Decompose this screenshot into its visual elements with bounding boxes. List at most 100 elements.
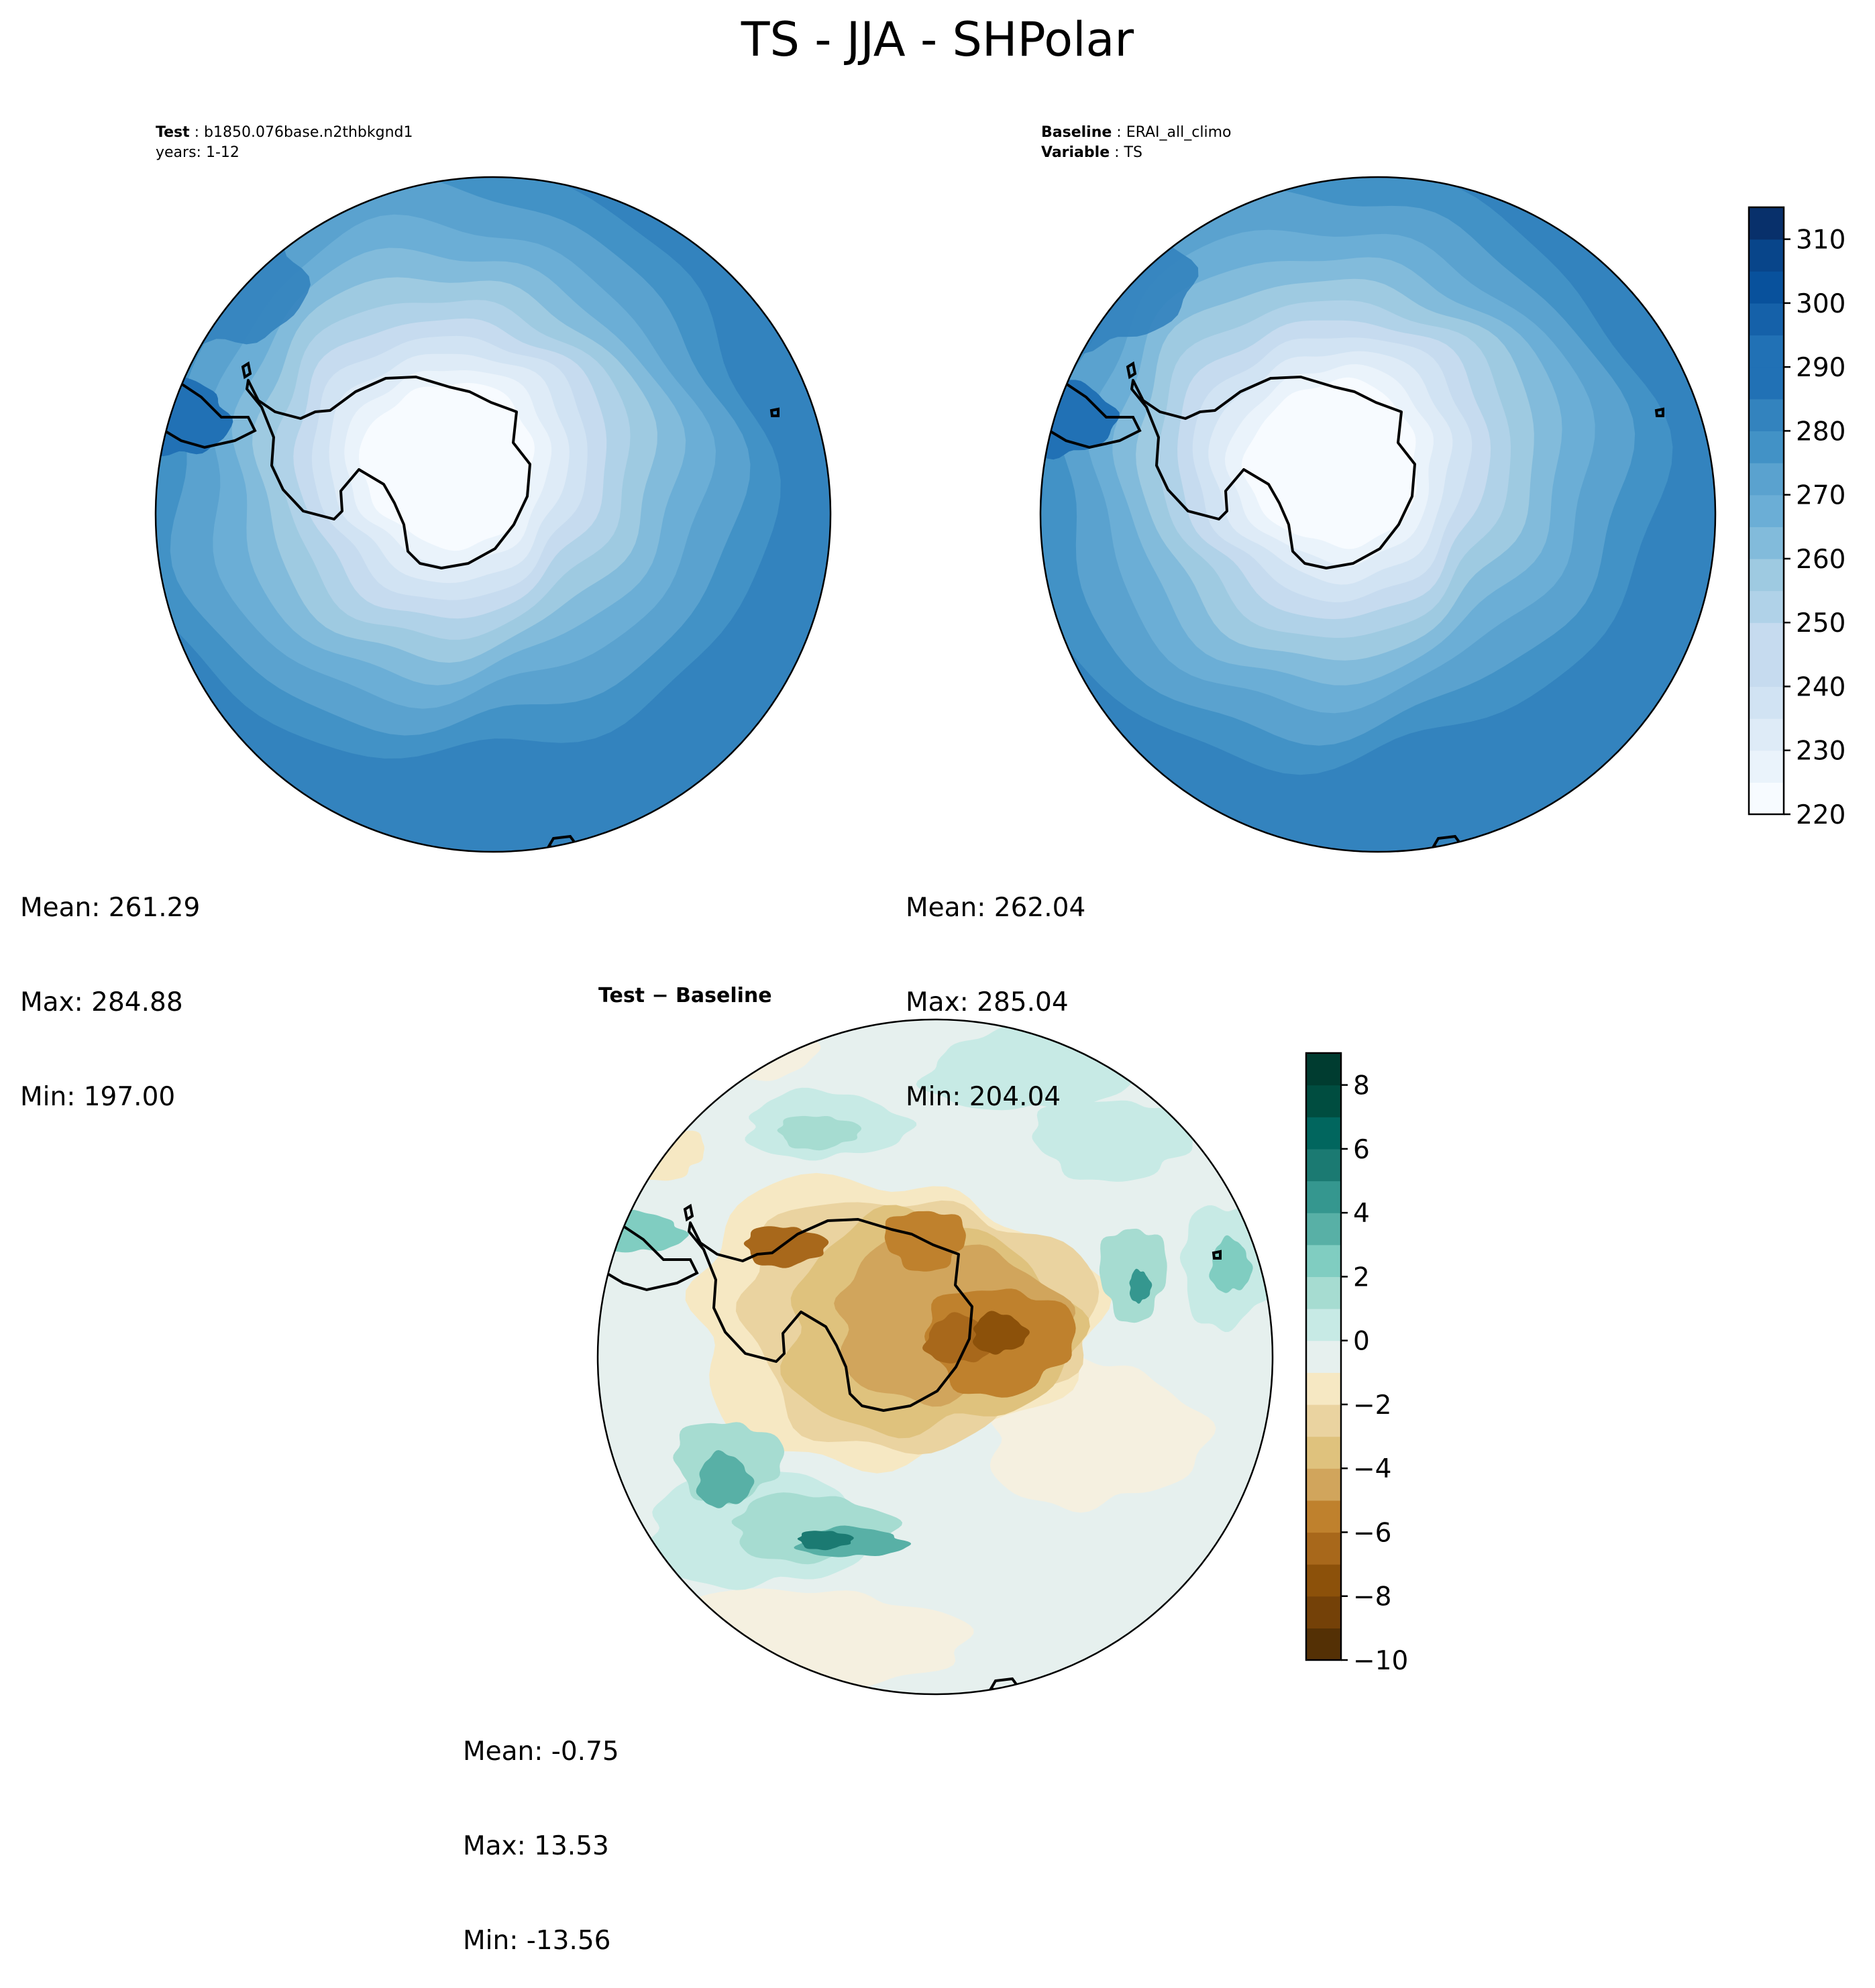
colorbar-tick-label: −2 — [1353, 1390, 1392, 1421]
colorbar-tick-label: 240 — [1796, 672, 1845, 702]
baseline-map — [1039, 176, 1717, 853]
colorbar-swatch — [1749, 207, 1784, 240]
test-meta: Test : b1850.076base.n2thbkgnd1 years: 1… — [156, 123, 413, 163]
contour-band — [797, 1531, 854, 1551]
colorbar-swatch — [1749, 463, 1784, 496]
diff-max: Max: 13.53 — [463, 1831, 609, 1861]
contour-band — [1040, 372, 1120, 460]
colorbar-swatch — [1749, 590, 1784, 623]
colorbar-tick-label: 230 — [1796, 736, 1845, 767]
colorbar-swatch — [1306, 1468, 1341, 1501]
colorbar-swatch — [1749, 367, 1784, 400]
colorbar-tick-label: −8 — [1353, 1582, 1392, 1612]
contour-band — [1209, 1235, 1253, 1293]
colorbar-swatch — [1749, 239, 1784, 272]
contour-band — [1129, 1268, 1153, 1304]
colorbar-swatch — [1306, 1532, 1341, 1565]
colorbar-swatch — [1306, 1053, 1341, 1086]
colorbar-swatch — [1306, 1500, 1341, 1533]
colorbar-swatch — [1749, 302, 1784, 336]
map-boundary — [1039, 176, 1717, 853]
antarctica-coastline — [246, 376, 531, 569]
colorbar-tick-label: −4 — [1353, 1454, 1392, 1484]
island-coastline — [241, 361, 252, 380]
variable-key: Variable — [1041, 144, 1110, 161]
colorbar-tick-label: 270 — [1796, 481, 1845, 511]
colorbar-swatch — [1749, 782, 1784, 815]
colorbar-swatch — [1749, 750, 1784, 783]
figure-title: TS - JJA - SHPolar — [741, 12, 1134, 67]
colorbar-swatch — [1306, 1085, 1341, 1117]
colorbar-tick-label: 4 — [1353, 1199, 1370, 1229]
colorbar-swatch — [1749, 654, 1784, 687]
south-america-coastline — [605, 1224, 699, 1292]
colorbar-tick-label: 250 — [1796, 608, 1845, 639]
colorbar-tick-label: 260 — [1796, 545, 1845, 575]
colorbar-swatch — [1749, 622, 1784, 655]
diff-map — [596, 1018, 1274, 1696]
diff-mean: Mean: -0.75 — [463, 1736, 619, 1767]
test-max: Max: 284.88 — [20, 987, 183, 1017]
colorbar-swatch — [1306, 1372, 1341, 1405]
baseline-max: Max: 285.04 — [906, 987, 1069, 1017]
contour-band — [696, 1450, 755, 1508]
south-america-coastline — [1048, 382, 1142, 449]
colorbar-tick-label: 290 — [1796, 353, 1845, 383]
colorbar-swatch — [1306, 1244, 1341, 1278]
colorbar-swatch — [1749, 494, 1784, 527]
temperature-colorbar: 220 230 240 250 260 270 280 290 300 310 — [1748, 206, 1845, 830]
colorbar-swatch — [1306, 1596, 1341, 1628]
colorbar-swatch — [1306, 1436, 1341, 1469]
island-coastline — [1126, 361, 1137, 380]
diff-min: Min: -13.56 — [463, 1926, 611, 1956]
test-map — [154, 176, 832, 853]
colorbar-tick-label: 8 — [1353, 1071, 1370, 1101]
island-coastline — [1654, 407, 1664, 417]
colorbar-tick-label: −10 — [1353, 1646, 1408, 1676]
colorbar-tick-label: 300 — [1796, 289, 1845, 319]
baseline-min: Min: 204.04 — [906, 1082, 1061, 1112]
test-key: Test — [156, 124, 190, 141]
baseline-mean: Mean: 262.04 — [906, 893, 1086, 923]
contour-band — [743, 1226, 829, 1268]
colorbar-swatch — [1306, 1340, 1341, 1373]
antarctica-coastline — [688, 1218, 973, 1412]
colorbar-swatch — [1306, 1564, 1341, 1597]
contour-band — [1032, 1100, 1195, 1182]
test-min: Min: 197.00 — [20, 1082, 176, 1112]
colorbar-swatch — [1306, 1309, 1341, 1341]
colorbar-tick-label: 220 — [1796, 800, 1845, 830]
test-case-name: b1850.076base.n2thbkgnd1 — [204, 124, 413, 141]
colorbar-swatch — [1749, 558, 1784, 592]
contour-band — [777, 1115, 862, 1151]
map-boundary — [596, 1018, 1274, 1696]
colorbar-swatch — [1749, 527, 1784, 559]
south-america-coastline — [163, 382, 257, 449]
baseline-stats: Mean: 262.04 Max: 285.04 Min: 204.04 — [906, 829, 1085, 1144]
diff-stats: Mean: -0.75 Max: 13.53 Min: -13.56 — [463, 1673, 619, 1988]
test-mean: Mean: 261.29 — [20, 893, 201, 923]
difference-colorbar: −10 −8 −6 −4 −2 0 2 4 6 8 — [1305, 1052, 1408, 1676]
colorbar-swatch — [1306, 1180, 1341, 1213]
island-coastline — [683, 1203, 694, 1222]
map-boundary — [154, 176, 832, 853]
island-coastline — [769, 407, 780, 417]
baseline-meta: Baseline : ERAI_all_climo Variable : TS — [1041, 124, 1232, 161]
colorbar-swatch — [1749, 718, 1784, 751]
colorbar-swatch — [1306, 1276, 1341, 1309]
colorbar-swatch — [1749, 398, 1784, 432]
test-stats: Mean: 261.29 Max: 284.88 Min: 197.00 — [20, 829, 200, 1144]
colorbar-swatch — [1306, 1148, 1341, 1182]
test-years: years: 1-12 — [156, 144, 239, 161]
colorbar-tick-label: 6 — [1353, 1135, 1370, 1165]
colorbar-swatch — [1306, 1404, 1341, 1437]
contour-band — [359, 382, 535, 551]
baseline-key: Baseline — [1041, 124, 1112, 141]
contour-band — [1241, 377, 1417, 549]
colorbar-tick-label: 2 — [1353, 1262, 1370, 1292]
colorbar-frame — [1305, 1052, 1342, 1661]
diff-panel-title: Test − Baseline — [598, 984, 772, 1007]
colorbar-tick-label: 280 — [1796, 417, 1845, 447]
colorbar-frame — [1748, 206, 1785, 816]
variable-name: TS — [1124, 144, 1142, 161]
